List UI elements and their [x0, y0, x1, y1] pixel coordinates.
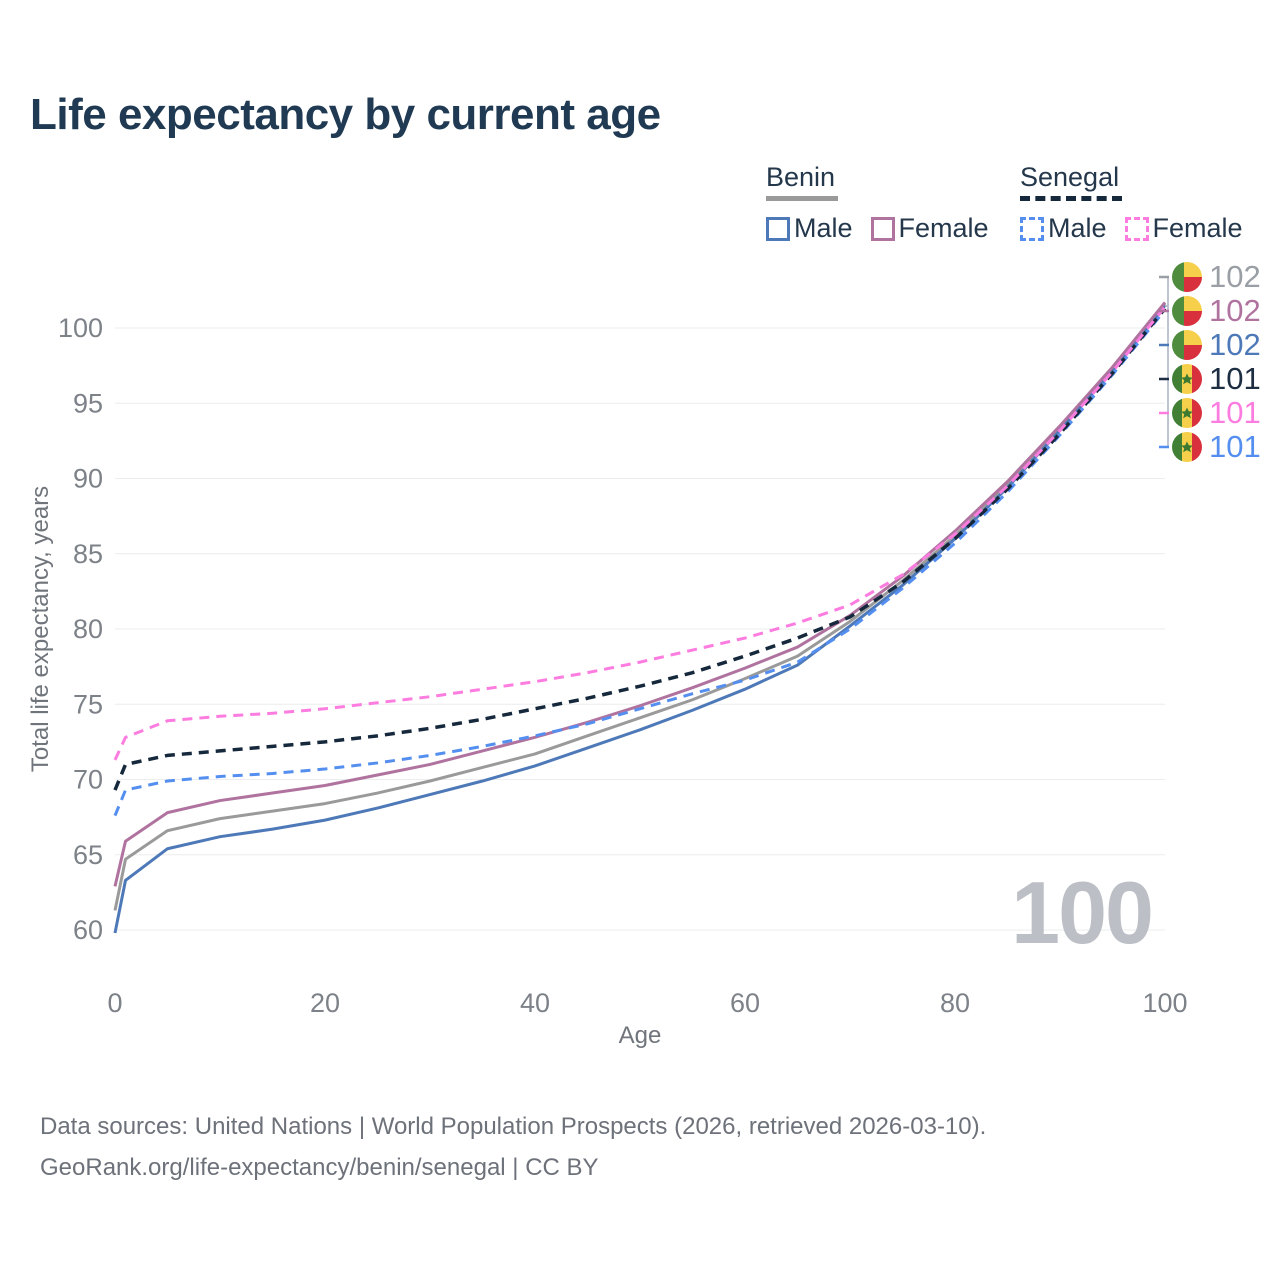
end-label-benin-both: 102 — [1172, 259, 1261, 294]
senegal-female-line[interactable] — [113, 305, 1167, 761]
legend-country-benin[interactable]: Benin — [766, 162, 839, 201]
x-tick-label: 60 — [730, 988, 760, 1018]
benin-both-line[interactable] — [113, 302, 1167, 911]
senegal-male-swatch-icon[interactable] — [1020, 216, 1044, 241]
x-tick-label: 80 — [940, 988, 970, 1018]
legend-label[interactable]: Male — [1048, 213, 1107, 243]
end-value: 101 — [1209, 395, 1261, 430]
end-label-benin-male: 102 — [1172, 327, 1261, 362]
legend-group-senegal: Senegal Male Female — [1020, 162, 1243, 244]
legend-item-senegal-female[interactable]: Female — [1124, 213, 1243, 244]
y-tick-label: 60 — [73, 915, 103, 945]
legend-label[interactable]: Female — [898, 213, 989, 243]
x-tick-label: 100 — [1142, 988, 1187, 1018]
senegal-flag-icon — [1172, 364, 1202, 394]
x-tick-label: 40 — [520, 988, 550, 1018]
line-chart-canvas[interactable]: 60 65 70 75 80 85 90 95 100 0 20 40 60 80 100 Total lif… — [0, 240, 1280, 1070]
end-value: 102 — [1209, 259, 1261, 294]
end-value: 102 — [1209, 327, 1261, 362]
legend-item-benin-male[interactable]: Male — [766, 213, 853, 244]
senegal-female-swatch-icon[interactable] — [1124, 216, 1149, 241]
y-tick-label: 70 — [73, 765, 103, 795]
end-value: 102 — [1209, 293, 1261, 328]
senegal-both-line[interactable] — [113, 307, 1167, 791]
source-url-line: GeoRank.org/life-expectancy/benin/senega… — [40, 1154, 599, 1181]
end-label-senegal-both: 101 — [1172, 361, 1261, 396]
x-tick-label: 20 — [310, 988, 340, 1018]
y-tick-label: 75 — [73, 689, 103, 719]
legend-label[interactable]: Male — [794, 213, 853, 243]
y-tick-label: 90 — [73, 464, 103, 494]
data-sources-line: Data sources: United Nations | World Pop… — [40, 1113, 987, 1140]
footer-attribution: Data sources: United Nations | World Pop… — [40, 1106, 986, 1188]
y-tick-label: 65 — [73, 840, 103, 870]
benin-flag-icon — [1172, 262, 1202, 292]
y-tick-label: 95 — [73, 388, 103, 418]
senegal-flag-icon — [1172, 432, 1202, 462]
legend-group-benin: Benin Male Female — [766, 162, 989, 244]
end-label-benin-female: 102 — [1172, 293, 1261, 328]
benin-female-swatch-icon[interactable] — [870, 216, 895, 241]
benin-male-swatch-icon[interactable] — [766, 216, 790, 241]
line-chart-svg[interactable]: 60 65 70 75 80 85 90 95 100 0 20 40 60 80 100 Total lif… — [0, 240, 1280, 1070]
legend-label[interactable]: Female — [1152, 213, 1243, 243]
x-axis-title: Age — [619, 1022, 662, 1049]
current-age-watermark: 100 — [1011, 863, 1152, 962]
end-value: 101 — [1209, 429, 1261, 464]
y-tick-label: 85 — [73, 539, 103, 569]
benin-flag-icon — [1172, 296, 1202, 326]
end-value: 101 — [1209, 361, 1261, 396]
senegal-male-line[interactable] — [113, 308, 1167, 817]
x-tick-label: 0 — [107, 988, 122, 1018]
legend-item-benin-female[interactable]: Female — [870, 213, 989, 244]
legend-item-senegal-male[interactable]: Male — [1020, 213, 1107, 244]
benin-male-line[interactable] — [113, 304, 1167, 934]
senegal-flag-icon — [1172, 398, 1202, 428]
benin-flag-icon — [1172, 330, 1202, 360]
legend-country-senegal[interactable]: Senegal — [1020, 162, 1123, 201]
benin-female-line[interactable] — [113, 301, 1167, 887]
page-title: Life expectancy by current age — [30, 90, 661, 139]
end-label-senegal-female: 101 — [1172, 395, 1261, 430]
y-axis-title: Total life expectancy, years — [27, 486, 54, 772]
y-tick-label: 80 — [73, 614, 103, 644]
y-tick-label: 100 — [58, 313, 103, 343]
end-label-senegal-male: 101 — [1172, 429, 1261, 464]
